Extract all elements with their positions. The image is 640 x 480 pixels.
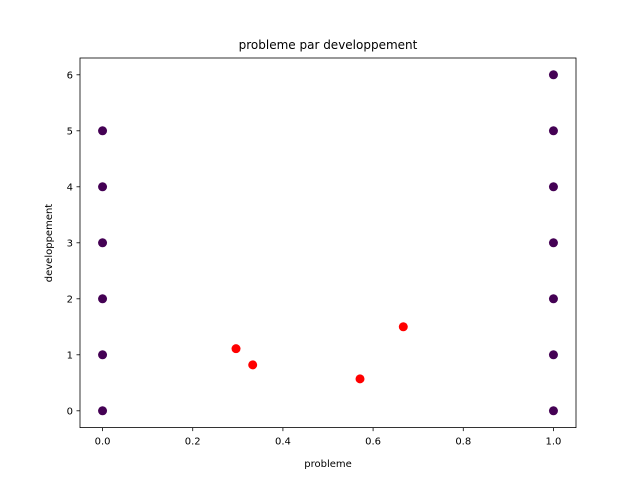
plot-area [80, 58, 576, 428]
data-point [355, 374, 365, 384]
y-tick-label: 0 [67, 406, 73, 417]
data-point [548, 182, 558, 192]
data-point [98, 126, 108, 136]
y-tick-label: 5 [67, 126, 73, 137]
data-point [98, 182, 108, 192]
y-tick-label: 3 [67, 238, 73, 249]
data-point [548, 126, 558, 136]
x-tick-label: 0.6 [365, 437, 381, 448]
data-point [98, 350, 108, 360]
y-axis-ticks: 0 1 2 3 4 5 6 [67, 70, 80, 417]
y-tick-label: 1 [67, 350, 73, 361]
data-point [548, 350, 558, 360]
data-point [248, 360, 258, 370]
x-tick-label: 0.0 [95, 437, 111, 448]
y-tick-label: 4 [67, 182, 73, 193]
x-tick-label: 0.4 [275, 437, 291, 448]
chart-title: probleme par developpement [239, 38, 418, 52]
y-tick-label: 6 [67, 70, 73, 81]
data-point [98, 406, 108, 416]
data-points [98, 70, 558, 416]
x-axis-ticks: 0.0 0.2 0.4 0.6 0.8 1.0 [95, 427, 562, 448]
x-tick-label: 0.8 [455, 437, 471, 448]
y-axis-label: developpement [44, 204, 55, 283]
data-point [231, 344, 241, 354]
x-tick-label: 1.0 [546, 437, 562, 448]
data-point [548, 70, 558, 80]
data-point [398, 322, 408, 332]
y-tick-label: 2 [67, 294, 73, 305]
data-point [548, 406, 558, 416]
data-point [98, 294, 108, 304]
data-point [548, 238, 558, 248]
x-tick-label: 0.2 [185, 437, 201, 448]
x-axis-label: probleme [304, 459, 352, 470]
data-point [548, 294, 558, 304]
data-point [98, 238, 108, 248]
